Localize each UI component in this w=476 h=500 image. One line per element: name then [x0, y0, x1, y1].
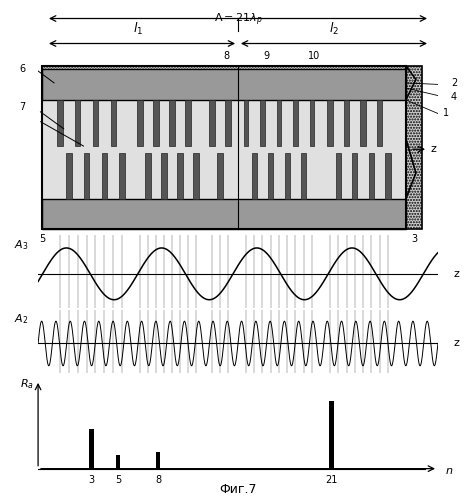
Bar — [209, 100, 215, 146]
Text: 21: 21 — [325, 475, 337, 485]
Bar — [218, 152, 223, 198]
Bar — [327, 100, 333, 146]
Bar — [277, 100, 281, 146]
Bar — [252, 152, 257, 198]
Text: 9: 9 — [263, 51, 269, 61]
Text: z: z — [454, 338, 460, 348]
Text: 8: 8 — [223, 51, 229, 61]
Bar — [66, 152, 71, 198]
Text: z: z — [454, 269, 460, 279]
Text: $l_1$: $l_1$ — [133, 21, 143, 37]
Bar — [193, 152, 198, 198]
Text: 10: 10 — [308, 51, 320, 61]
Bar — [186, 100, 190, 146]
Text: $n$: $n$ — [445, 466, 453, 476]
Bar — [301, 152, 306, 198]
Text: 4: 4 — [451, 92, 457, 102]
Text: 3: 3 — [411, 234, 417, 244]
Text: $A_3$: $A_3$ — [14, 238, 28, 252]
Text: 2: 2 — [451, 78, 457, 88]
Text: 5: 5 — [39, 234, 45, 244]
Bar — [42, 198, 406, 229]
Bar — [146, 152, 150, 198]
Text: Фиг.7: Фиг.7 — [219, 483, 257, 496]
Bar — [116, 455, 120, 468]
Text: 3: 3 — [89, 475, 94, 485]
Bar — [386, 152, 390, 198]
Bar — [169, 100, 175, 146]
Text: $l_2$: $l_2$ — [329, 21, 339, 37]
Bar — [119, 152, 125, 198]
Bar — [329, 401, 334, 468]
Bar — [102, 152, 107, 198]
Text: 5: 5 — [115, 475, 121, 485]
Bar — [268, 152, 273, 198]
Bar — [42, 100, 406, 198]
Bar — [226, 100, 230, 146]
Text: 7: 7 — [19, 102, 25, 112]
Bar — [93, 100, 98, 146]
Bar — [161, 152, 167, 198]
Bar — [336, 152, 341, 198]
Bar — [153, 100, 159, 146]
Bar — [110, 100, 116, 146]
Bar — [360, 100, 366, 146]
Bar — [369, 152, 374, 198]
Bar — [293, 100, 298, 146]
Text: z: z — [431, 144, 436, 154]
Bar — [285, 152, 289, 198]
Text: 6: 6 — [19, 64, 25, 74]
Text: $\Lambda=21\lambda_p$: $\Lambda=21\lambda_p$ — [214, 12, 262, 28]
Text: $A_2$: $A_2$ — [14, 312, 28, 326]
Bar — [58, 100, 63, 146]
Bar — [178, 152, 183, 198]
Bar — [75, 100, 80, 146]
Bar — [377, 100, 382, 146]
Text: 1: 1 — [443, 108, 449, 118]
Bar — [138, 100, 143, 146]
Text: $R_a$: $R_a$ — [20, 377, 34, 391]
Bar — [260, 100, 265, 146]
Bar — [244, 100, 248, 146]
Bar — [89, 428, 94, 469]
Bar — [156, 452, 160, 468]
Text: 8: 8 — [155, 475, 161, 485]
Bar — [344, 100, 349, 146]
Bar — [84, 152, 89, 198]
Bar — [309, 100, 314, 146]
Bar — [42, 70, 406, 100]
Bar — [352, 152, 357, 198]
